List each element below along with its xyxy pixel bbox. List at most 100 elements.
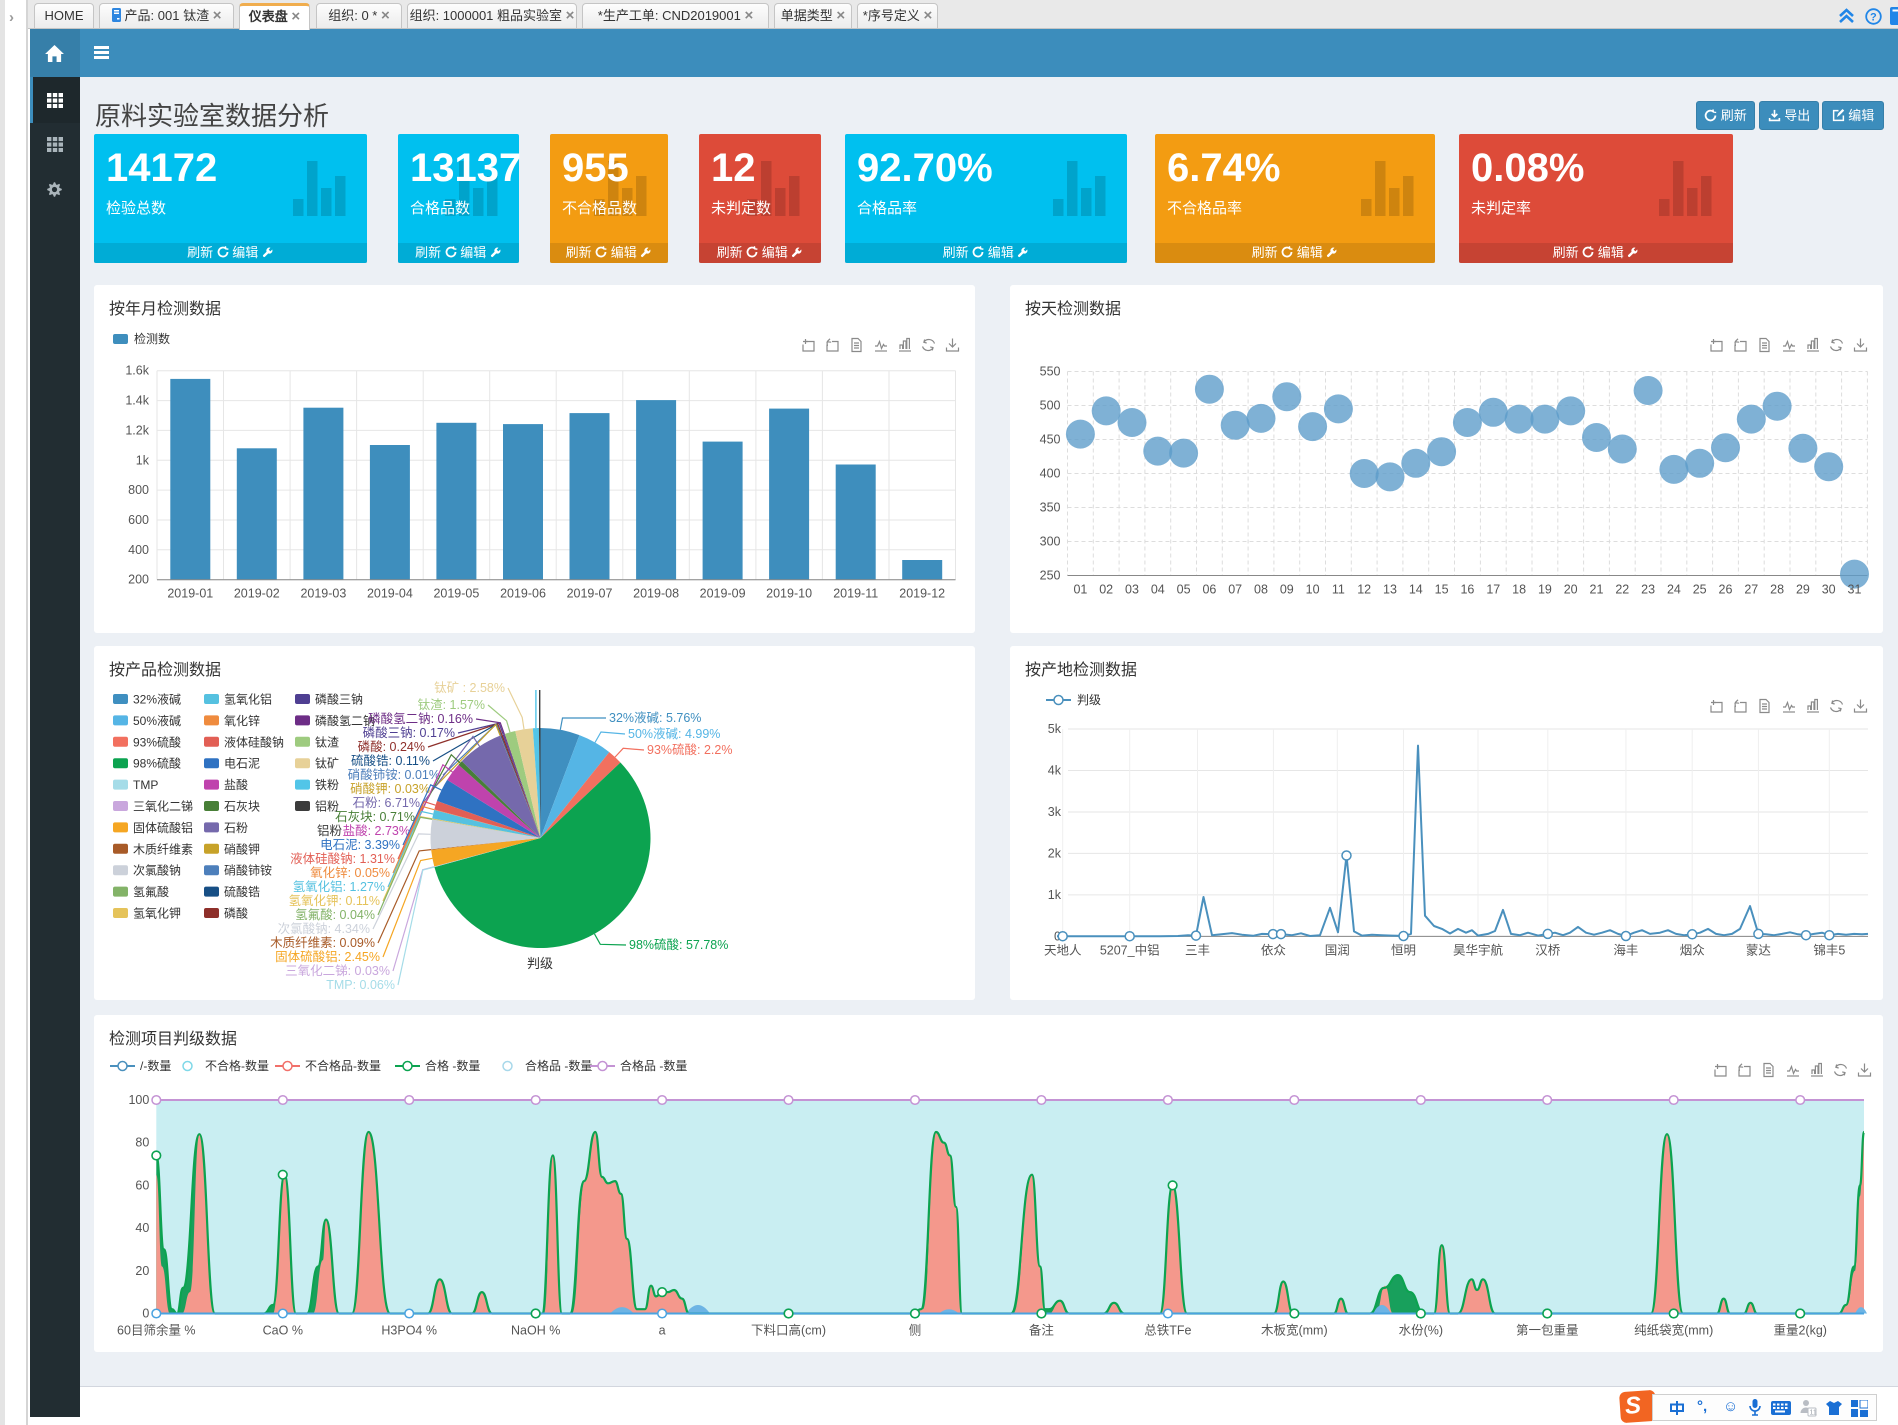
svg-text:氧化锌: 氧化锌	[224, 714, 260, 728]
svg-text:400: 400	[1040, 467, 1061, 481]
svg-text:03: 03	[1125, 583, 1139, 597]
svg-text:08: 08	[1254, 583, 1268, 597]
svg-text:29: 29	[1796, 583, 1810, 597]
svg-text:2019-12: 2019-12	[899, 587, 945, 601]
svg-text:1.6k: 1.6k	[125, 364, 149, 378]
svg-text:合格品 -数量: 合格品 -数量	[620, 1058, 687, 1073]
svg-text:磷酸: 0.24%: 磷酸: 0.24%	[358, 739, 425, 754]
svg-text:总铁TFe: 总铁TFe	[1144, 1324, 1191, 1338]
svg-text:98%硫酸: 57.78%: 98%硫酸: 57.78%	[629, 937, 728, 952]
svg-text:200: 200	[128, 573, 149, 587]
svg-text:判级: 判级	[1077, 693, 1101, 707]
svg-text:19: 19	[1538, 583, 1552, 597]
svg-text:1.2k: 1.2k	[125, 423, 149, 437]
svg-text:石灰块: 石灰块	[224, 800, 260, 814]
svg-text:93%硫酸: 2.2%: 93%硫酸: 2.2%	[647, 742, 732, 757]
svg-text:氢氧化钾: 氢氧化钾	[133, 906, 181, 921]
svg-text:次氯酸钠: 4.34%: 次氯酸钠: 4.34%	[278, 921, 370, 936]
svg-text:氢氧化铝: 氢氧化铝	[224, 692, 272, 707]
svg-text:25: 25	[1693, 583, 1707, 597]
svg-text:合格品 -数量: 合格品 -数量	[525, 1058, 592, 1073]
svg-text:昊华宇航: 昊华宇航	[1453, 942, 1504, 957]
svg-text:01: 01	[1073, 583, 1087, 597]
svg-text:铁粉: 铁粉	[315, 778, 339, 792]
svg-text:磷酸三钠: 磷酸三钠	[315, 692, 363, 707]
svg-text:31: 31	[1848, 583, 1862, 597]
svg-text:TMP: TMP	[133, 778, 158, 792]
svg-text:锦丰5: 锦丰5	[1813, 943, 1845, 957]
svg-text:20: 20	[1564, 583, 1578, 597]
svg-text:98%硫酸: 98%硫酸	[133, 756, 181, 771]
svg-text:550: 550	[1040, 365, 1061, 379]
svg-text:纯纸袋宽(mm): 纯纸袋宽(mm)	[1634, 1323, 1713, 1338]
svg-text:三氧化二锑: 三氧化二锑	[133, 800, 193, 814]
svg-text:石灰块: 0.71%: 石灰块: 0.71%	[335, 810, 415, 824]
svg-text:500: 500	[1040, 399, 1061, 413]
svg-text:固体硫酸铝: 固体硫酸铝	[133, 820, 193, 835]
svg-text:4k: 4k	[1048, 764, 1062, 778]
svg-text:450: 450	[1040, 433, 1061, 447]
svg-text:350: 350	[1040, 501, 1061, 515]
svg-text:250: 250	[1040, 569, 1061, 583]
svg-text:2019-02: 2019-02	[234, 587, 280, 601]
svg-text:天地人: 天地人	[1044, 943, 1082, 957]
svg-text:21: 21	[1590, 583, 1604, 597]
svg-text:2019-10: 2019-10	[766, 587, 812, 601]
svg-text:氢氟酸: 氢氟酸	[133, 884, 169, 899]
svg-text:石粉: 石粉	[224, 821, 248, 835]
svg-text:800: 800	[128, 483, 149, 497]
svg-text:三氧化二锑: 0.03%: 三氧化二锑: 0.03%	[285, 964, 390, 978]
svg-text:固体硫酸铝: 2.45%: 固体硫酸铝: 2.45%	[275, 949, 380, 964]
svg-text:氢氧化钾: 0.11%: 氢氧化钾: 0.11%	[289, 893, 380, 908]
svg-text:30: 30	[1822, 583, 1836, 597]
svg-text:16: 16	[1460, 583, 1474, 597]
svg-text:11: 11	[1810, 1410, 1817, 1417]
svg-text:备注: 备注	[1029, 1323, 1055, 1338]
svg-text:2019-03: 2019-03	[300, 587, 346, 601]
svg-text:汉桥: 汉桥	[1535, 943, 1561, 957]
svg-text:32%液碱: 32%液碱	[133, 692, 181, 707]
svg-text:32%液碱: 5.76%: 32%液碱: 5.76%	[609, 710, 701, 725]
svg-text:1k: 1k	[1048, 888, 1062, 902]
svg-text:电石泥: 3.39%: 电石泥: 3.39%	[320, 838, 400, 852]
svg-text:CaO %: CaO %	[263, 1324, 303, 1338]
svg-text:1k: 1k	[136, 453, 150, 467]
svg-text:NaOH %: NaOH %	[511, 1324, 560, 1338]
svg-text:电石泥: 电石泥	[224, 757, 260, 771]
svg-text:铝粉: 铝粉	[317, 823, 343, 838]
svg-text:2019-11: 2019-11	[833, 587, 878, 601]
svg-text:18: 18	[1512, 583, 1526, 597]
svg-text:烟众: 烟众	[1680, 943, 1705, 957]
svg-text:2019-01: 2019-01	[167, 587, 213, 601]
svg-text:钛矿 : 2.58%: 钛矿 : 2.58%	[434, 680, 505, 695]
svg-text:/-数量: /-数量	[140, 1058, 171, 1073]
svg-text:第一包重量: 第一包重量	[1516, 1323, 1579, 1338]
svg-text:300: 300	[1040, 535, 1061, 549]
svg-text:04: 04	[1151, 583, 1165, 597]
svg-text:磷酸三钠: 0.17%: 磷酸三钠: 0.17%	[363, 725, 455, 740]
svg-text:水份(%): 水份(%)	[1399, 1324, 1443, 1338]
svg-text:14: 14	[1409, 583, 1423, 597]
svg-text:磷酸: 磷酸	[224, 906, 248, 921]
svg-text:05: 05	[1177, 583, 1191, 597]
svg-text:06: 06	[1202, 583, 1216, 597]
svg-text:09: 09	[1280, 583, 1294, 597]
svg-text:10: 10	[1306, 583, 1320, 597]
svg-text:28: 28	[1770, 583, 1784, 597]
svg-text:木质纤维素: 0.09%: 木质纤维素: 0.09%	[270, 936, 375, 950]
svg-text:?: ?	[1870, 12, 1877, 24]
svg-text:26: 26	[1719, 583, 1733, 597]
svg-text:盐酸: 2.73%: 盐酸: 2.73%	[343, 823, 410, 838]
svg-text:80: 80	[135, 1136, 149, 1150]
svg-text:恒明: 恒明	[1391, 943, 1416, 957]
svg-text:硫酸锆: 硫酸锆	[224, 884, 260, 899]
svg-text:60目筛余量 %: 60目筛余量 %	[117, 1323, 195, 1338]
svg-text:11: 11	[1332, 583, 1345, 597]
svg-text:国润: 国润	[1325, 943, 1350, 957]
svg-text:磷酸氢二钠: 0.16%: 磷酸氢二钠: 0.16%	[368, 711, 473, 726]
svg-text:下料口高(cm): 下料口高(cm)	[751, 1323, 826, 1338]
svg-text:100: 100	[128, 1093, 149, 1107]
svg-text:a: a	[659, 1324, 666, 1338]
svg-text:15: 15	[1435, 583, 1449, 597]
svg-text:3k: 3k	[1048, 805, 1062, 819]
